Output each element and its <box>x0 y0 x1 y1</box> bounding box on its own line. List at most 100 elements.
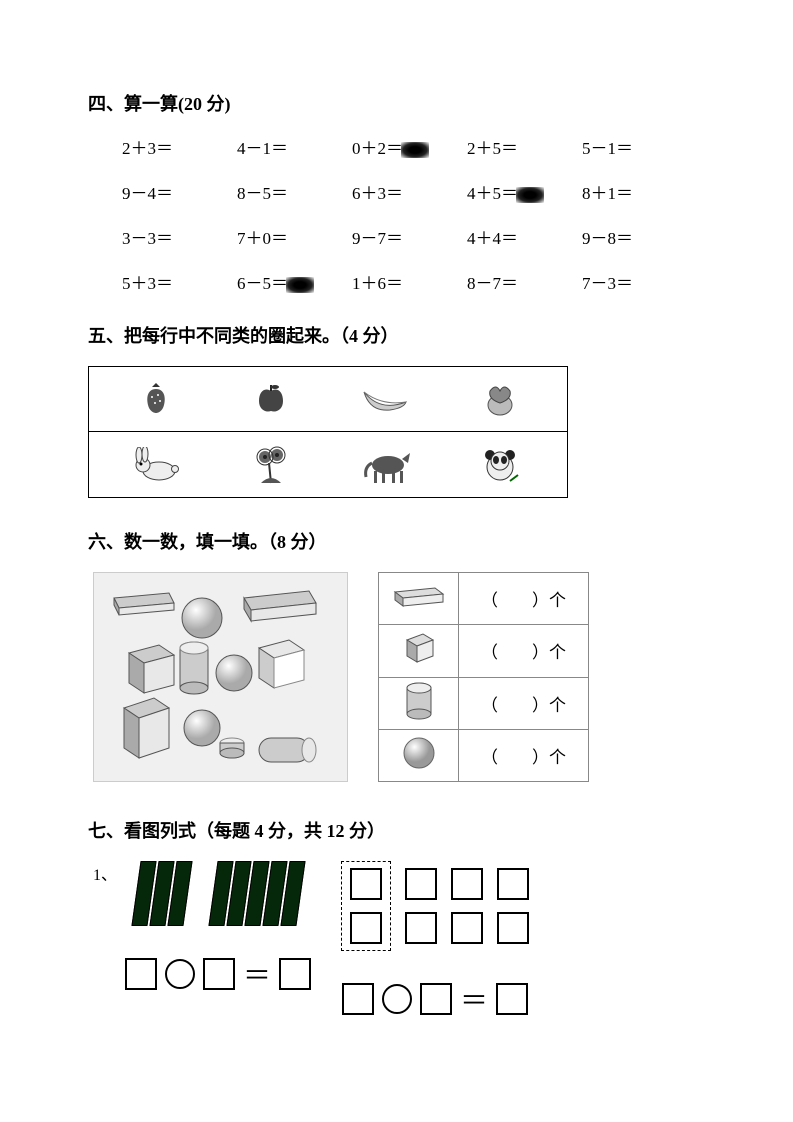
arith-expression: 8－7＝ <box>467 274 518 293</box>
count-row-cuboid: （ ）个 <box>379 573 589 625</box>
arith-row: 2＋3＝ 4－1＝ 0＋2＝ 2＋5＝ 5－1＝ <box>122 134 705 159</box>
boxes-figure <box>341 861 529 951</box>
arith-expression: 3－3＝ <box>122 229 173 248</box>
square-box <box>405 868 437 900</box>
arith-cell[interactable]: 2＋5＝ <box>467 134 582 159</box>
count-fill-cylinder[interactable]: （ ）个 <box>459 677 589 729</box>
arith-cell[interactable]: 6＋3＝ <box>352 179 467 204</box>
arith-cell[interactable]: 1＋6＝ <box>352 269 467 294</box>
arithmetic-grid: 2＋3＝ 4－1＝ 0＋2＝ 2＋5＝ 5－1＝ 9－4＝ 8－5＝ 6＋3＝4＋5＝ 8＋1＝… <box>122 134 705 294</box>
square-box <box>451 868 483 900</box>
dashed-group <box>341 861 391 951</box>
equals-sign: ＝ <box>460 979 488 1019</box>
square-box <box>350 868 382 900</box>
arith-cell[interactable]: 9－4＝ <box>122 179 237 204</box>
arith-cell[interactable]: 0＋2＝ <box>352 134 467 159</box>
sphere-icon <box>379 729 459 781</box>
problem-1-left: ＝ <box>125 861 311 994</box>
cube-icon <box>379 625 459 677</box>
count-fill-sphere[interactable]: （ ）个 <box>459 729 589 781</box>
section7-title: 七、看图列式（每题 4 分，共 12 分） <box>88 817 705 843</box>
apple-icon <box>241 374 301 424</box>
arith-cell[interactable]: 6－5＝ <box>237 269 352 294</box>
section6-title: 六、数一数，填一填。（8 分） <box>88 528 705 554</box>
arith-cell[interactable]: 4＋4＝ <box>467 224 582 249</box>
horse-icon <box>355 440 415 490</box>
arith-cell[interactable]: 7＋0＝ <box>237 224 352 249</box>
odd-one-out-table <box>88 366 568 498</box>
eq-op-circle[interactable] <box>165 959 195 989</box>
section7-problems: 1、 ＝ <box>93 861 705 1019</box>
arith-expression: 8－5＝ <box>237 184 288 203</box>
eq-box[interactable] <box>496 983 528 1015</box>
arith-cell[interactable]: 8－7＝ <box>467 269 582 294</box>
odd-row-1 <box>89 367 567 432</box>
arith-expression: 9－8＝ <box>582 229 633 248</box>
equals-sign: ＝ <box>243 954 271 994</box>
banana-icon <box>355 374 415 424</box>
square-box <box>451 912 483 944</box>
sticks-figure <box>136 861 301 926</box>
count-row-cube: （ ）个 <box>379 625 589 677</box>
eq-box[interactable] <box>342 983 374 1015</box>
ink-smudge <box>516 187 544 203</box>
count-table: （ ）个 （ ）个 （ ）个 （ ）个 <box>378 572 589 782</box>
square-box <box>405 912 437 944</box>
section4-title: 四、算一算(20 分) <box>88 90 705 116</box>
arith-expression: 7＋0＝ <box>237 229 288 248</box>
section5-title: 五、把每行中不同类的圈起来。（4 分） <box>88 322 705 348</box>
arith-cell[interactable]: 5＋3＝ <box>122 269 237 294</box>
arith-expression: 0＋2＝ <box>352 139 403 158</box>
arith-cell[interactable]: 7－3＝ <box>582 269 697 294</box>
cylinder-icon <box>379 677 459 729</box>
eq-box[interactable] <box>125 958 157 990</box>
problem-1-right: ＝ <box>341 861 529 1019</box>
arith-cell[interactable]: 4－1＝ <box>237 134 352 159</box>
eq-box[interactable] <box>203 958 235 990</box>
arith-cell[interactable]: 2＋3＝ <box>122 134 237 159</box>
arith-expression: 8＋1＝ <box>582 184 633 203</box>
flower-icon <box>241 440 301 490</box>
arith-expression: 5－1＝ <box>582 139 633 158</box>
arith-expression: 6－5＝ <box>237 274 288 293</box>
arith-expression: 4－1＝ <box>237 139 288 158</box>
ink-smudge <box>401 142 429 158</box>
square-box <box>350 912 382 944</box>
equation-right[interactable]: ＝ <box>342 979 528 1019</box>
arith-expression: 9－4＝ <box>122 184 173 203</box>
arith-expression: 4＋5＝ <box>467 184 518 203</box>
arith-cell[interactable]: 8－5＝ <box>237 179 352 204</box>
eq-box[interactable] <box>420 983 452 1015</box>
arith-cell[interactable]: 3－3＝ <box>122 224 237 249</box>
panda-icon <box>470 440 530 490</box>
count-fill-cube[interactable]: （ ）个 <box>459 625 589 677</box>
arith-expression: 9－7＝ <box>352 229 403 248</box>
arith-cell[interactable]: 5－1＝ <box>582 134 697 159</box>
count-row-cylinder: （ ）个 <box>379 677 589 729</box>
arith-cell[interactable]: 4＋5＝ <box>467 179 582 204</box>
arith-row: 3－3＝ 7＋0＝ 9－7＝ 4＋4＝ 9－8＝ <box>122 224 705 249</box>
arith-cell[interactable]: 8＋1＝ <box>582 179 697 204</box>
equation-left[interactable]: ＝ <box>125 954 311 994</box>
square-box <box>497 868 529 900</box>
arith-expression: 1＋6＝ <box>352 274 403 293</box>
arith-expression: 7－3＝ <box>582 274 633 293</box>
arith-expression: 4＋4＝ <box>467 229 518 248</box>
cuboid-icon <box>379 573 459 625</box>
eq-op-circle[interactable] <box>382 984 412 1014</box>
count-row-sphere: （ ）个 <box>379 729 589 781</box>
eq-box[interactable] <box>279 958 311 990</box>
arith-expression: 2＋5＝ <box>467 139 518 158</box>
count-fill-cuboid[interactable]: （ ）个 <box>459 573 589 625</box>
arith-expression: 2＋3＝ <box>122 139 173 158</box>
rabbit-icon <box>126 440 186 490</box>
odd-row-2 <box>89 432 567 497</box>
problem-number: 1、 <box>93 861 117 885</box>
cabbage-icon <box>470 374 530 424</box>
arith-row: 5＋3＝ 6－5＝ 1＋6＝ 8－7＝ 7－3＝ <box>122 269 705 294</box>
arith-expression: 5＋3＝ <box>122 274 173 293</box>
arith-cell[interactable]: 9－8＝ <box>582 224 697 249</box>
square-box <box>497 912 529 944</box>
arith-cell[interactable]: 9－7＝ <box>352 224 467 249</box>
ink-smudge <box>286 277 314 293</box>
